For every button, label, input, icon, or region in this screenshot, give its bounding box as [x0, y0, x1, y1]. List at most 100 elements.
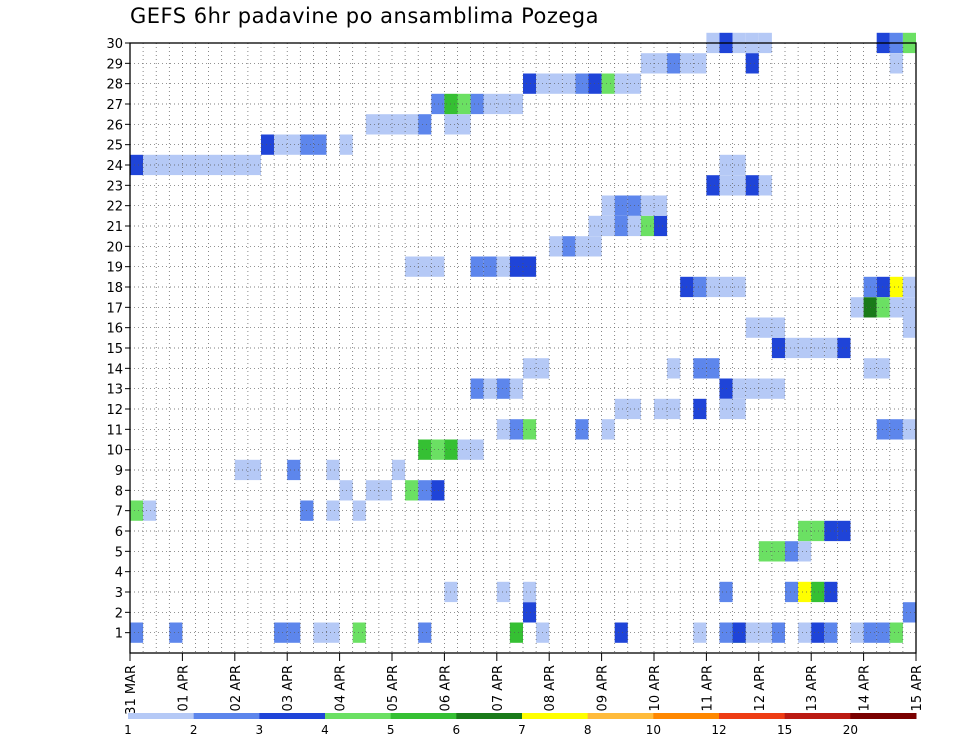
heatmap-cell: [509, 93, 523, 115]
heatmap-cell: [758, 622, 772, 643]
heatmap-cell: [654, 215, 668, 237]
chart-title: GEFS 6hr padavine po ansamblima Pozega: [130, 4, 600, 28]
x-tick-label: 07 APR: [491, 665, 506, 711]
heatmap-cell: [758, 317, 772, 338]
heatmap-cell: [745, 175, 759, 196]
colorbar-label: 4: [321, 723, 329, 737]
y-tick-label: 21: [106, 220, 123, 235]
heatmap-cell: [169, 154, 183, 176]
heatmap-cell: [876, 419, 890, 440]
heatmap-cell: [326, 500, 340, 521]
heatmap-cell: [785, 581, 799, 603]
heatmap-cell: [614, 622, 628, 643]
heatmap-cell: [902, 602, 916, 623]
heatmap-cell: [667, 358, 681, 379]
heatmap-cell: [798, 520, 812, 542]
heatmap-cell: [496, 419, 510, 440]
heatmap-cell: [732, 154, 746, 176]
heatmap-cell: [640, 215, 654, 237]
colorbar-segment: [128, 713, 195, 719]
colorbar-segment: [193, 713, 260, 719]
heatmap-cell: [758, 378, 772, 399]
x-tick-label: 12 APR: [753, 665, 768, 711]
heatmap-cell: [693, 53, 707, 74]
colorbar-segment: [259, 713, 326, 719]
x-tick-label: 04 APR: [334, 665, 349, 711]
y-tick-label: 12: [106, 403, 123, 418]
heatmap-cell: [693, 398, 707, 420]
heatmap-cell: [418, 439, 432, 460]
x-tick-label: 13 APR: [805, 665, 820, 711]
heatmap-cell: [588, 215, 602, 237]
heatmap-cell: [431, 256, 445, 277]
heatmap-cell: [352, 622, 366, 643]
heatmap-cell: [130, 622, 144, 643]
heatmap-cell: [745, 53, 759, 74]
heatmap-cell: [208, 154, 222, 176]
heatmap-cell: [261, 134, 275, 155]
heatmap-cell: [496, 93, 510, 115]
y-tick-label: 13: [106, 383, 123, 398]
heatmap-cell: [785, 337, 799, 359]
heatmap-cell: [640, 195, 654, 216]
heatmap-cell: [601, 419, 615, 440]
heatmap-cell: [130, 154, 144, 176]
heatmap-cell: [614, 398, 628, 420]
y-tick-label: 20: [106, 240, 123, 255]
y-tick-label: 19: [106, 261, 123, 276]
heatmap-cell: [496, 378, 510, 399]
heatmap-cell: [614, 73, 628, 94]
heatmap-cell: [509, 419, 523, 440]
heatmap-cell: [326, 622, 340, 643]
heatmap-cell: [889, 276, 903, 298]
heatmap-cell: [143, 500, 157, 521]
heatmap-cell: [274, 622, 288, 643]
colorbar-segment: [587, 713, 654, 719]
heatmap-cell: [745, 622, 759, 643]
heatmap-cell: [575, 73, 589, 94]
heatmap-cell: [798, 337, 812, 359]
colorbar-label: 1: [124, 723, 132, 737]
heatmap-cell: [143, 154, 157, 176]
y-tick-label: 24: [106, 159, 123, 174]
heatmap-cell: [850, 622, 864, 643]
heatmap-cell: [588, 236, 602, 257]
heatmap-cell: [418, 480, 432, 501]
x-tick-label: 15 APR: [910, 665, 925, 711]
heatmap-cell: [732, 622, 746, 643]
heatmap-cell: [509, 256, 523, 277]
heatmap-cell: [575, 419, 589, 440]
colorbar-label: 15: [777, 723, 792, 737]
heatmap-cell: [274, 134, 288, 155]
heatmap-cell: [418, 114, 432, 135]
heatmap-cell: [523, 581, 537, 603]
heatmap-cell: [876, 358, 890, 379]
heatmap-cell: [758, 175, 772, 196]
heatmap-cell: [889, 419, 903, 440]
colorbar-label: 20: [843, 723, 858, 737]
y-tick-label: 8: [115, 484, 123, 499]
heatmap-cell: [431, 480, 445, 501]
x-tick-label: 06 APR: [438, 665, 453, 711]
y-tick-label: 28: [106, 78, 123, 93]
colorbar-segment: [653, 713, 720, 719]
colorbar-label: 7: [518, 723, 526, 737]
heatmap-cell: [732, 175, 746, 196]
heatmap-cell: [732, 398, 746, 420]
heatmap-cell: [365, 114, 379, 135]
heatmap-cell: [902, 276, 916, 298]
x-tick-label: 10 APR: [648, 665, 663, 711]
y-tick-label: 29: [106, 57, 123, 72]
heatmap-cell: [601, 195, 615, 216]
y-tick-label: 30: [106, 37, 123, 52]
heatmap-cell: [614, 195, 628, 216]
heatmap-cell: [667, 398, 681, 420]
x-tick-label: 09 APR: [596, 665, 611, 711]
y-tick-label: 25: [106, 139, 123, 154]
colorbar-segment: [522, 713, 589, 719]
heatmap-cell: [523, 73, 537, 94]
colorbar-label: 10: [646, 723, 661, 737]
heatmap-cell: [549, 73, 563, 94]
colorbar-segment: [456, 713, 523, 719]
